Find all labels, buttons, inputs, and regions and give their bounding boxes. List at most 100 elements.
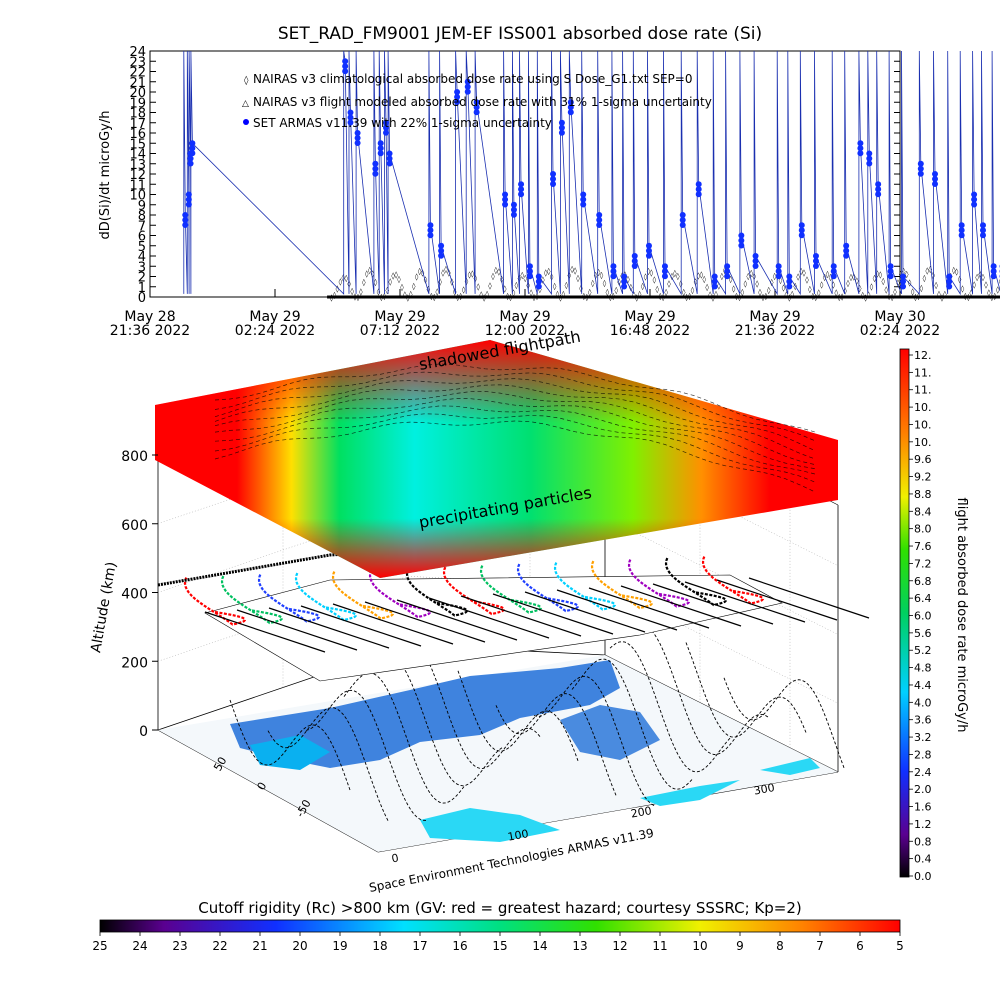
top-y-tick-label: 13 [129, 158, 146, 173]
series-nairas-clim-point: ◊ [444, 265, 448, 273]
series-armas-point [971, 196, 978, 203]
dose-colorbar-title: flight absorbed dose rate microGy/h [954, 498, 969, 733]
series-nairas-clim-point: ◊ [459, 293, 463, 301]
map-track [571, 658, 693, 790]
map-track [267, 707, 389, 821]
top-x-tick-date: May 29 [374, 309, 425, 325]
series-nairas-clim-point: ◊ [896, 279, 900, 287]
rigidity-colorbar-tick-label: 23 [172, 939, 187, 953]
series-nairas-clim-point: ◊ [368, 266, 372, 274]
series-nairas-clim-point: ◊ [993, 293, 997, 301]
series-armas-point [830, 263, 837, 270]
series-armas-point [535, 283, 542, 290]
series-armas-point [752, 253, 759, 259]
dose-colorbar-tick-label: 2.0 [914, 783, 932, 796]
series-nairas-clim-point: ◊ [418, 268, 422, 276]
series-nairas-clim-point: ◊ [837, 294, 841, 302]
top-y-tick-label: 9 [138, 199, 146, 214]
series-nairas-clim-point: ◊ [491, 272, 495, 280]
series-armas-point [383, 119, 390, 126]
series-armas-point [798, 222, 805, 229]
series-armas-point [185, 191, 192, 198]
series-armas-point [372, 170, 379, 177]
series-nairas-clim-point: ◊ [708, 291, 712, 299]
longitude-tick-label: 0 [391, 851, 400, 865]
series-armas-point [866, 160, 873, 167]
series-nairas-clim-point: ◊ [330, 294, 334, 302]
series-nairas-clim-point: ◊ [477, 283, 481, 291]
top-x-tick-date: May 28 [124, 309, 175, 325]
map-antarctica-a [420, 808, 560, 842]
series-nairas-clim-point: ◊ [814, 294, 818, 302]
series-nairas-clim-point: ◊ [861, 291, 865, 299]
series-armas-point [558, 119, 565, 126]
series-nairas-clim-point: ◊ [529, 289, 533, 297]
series-armas-point [610, 273, 617, 280]
dose-colorbar-tick-label: 8.4 [914, 505, 932, 518]
series-nairas-clim-point: ◊ [846, 279, 850, 287]
rigidity-colorbar-tick-label: 10 [692, 939, 707, 953]
orbit-track [627, 558, 691, 608]
series-nairas-clim-point: ◊ [673, 269, 677, 277]
series-armas-point [550, 176, 557, 182]
map-track [495, 693, 617, 796]
rigidity-colorbar-tick-label: 19 [332, 939, 347, 953]
series-nairas-clim-point: ◊ [840, 293, 844, 301]
series-nairas-clim-point: ◊ [987, 289, 991, 297]
series-nairas-clim-point: ◊ [488, 282, 492, 290]
series-armas-point [438, 247, 445, 254]
series-nairas-clim-point: ◊ [576, 275, 580, 283]
series-nairas-clim-point: ◊ [629, 284, 633, 292]
dose-colorbar-ticks: 0.0 0.4 0.8 1.2 1.6 2.0 2.4 2.8 3.2 3.6 4.0 4.4 4.8 5… [909, 349, 932, 883]
series-nairas-clim-point: ◊ [606, 288, 610, 296]
series-armas-point [610, 263, 617, 270]
dose-colorbar-tick-label: 7.2 [914, 557, 932, 570]
orbit-track-diag [204, 611, 326, 653]
series-nairas-clim-point: ◊ [796, 273, 800, 281]
series-nairas-clim-point: ◊ [832, 281, 836, 289]
series-nairas-clim-point: ◊ [661, 294, 665, 302]
series-nairas-clim-point: ◊ [386, 286, 390, 294]
series-nairas-clim-point: ◊ [532, 294, 536, 302]
rigidity-colorbar-tick-label: 13 [572, 939, 587, 953]
series-armas-point [526, 263, 533, 270]
series-nairas-clim-point: ◊ [336, 285, 340, 293]
slab-track [214, 413, 816, 483]
series-nairas-clim-point: ◊ [937, 290, 941, 298]
series-nairas-clim-point: ◊ [503, 285, 507, 293]
orbit-track [553, 561, 617, 611]
dose-slab-tracks [214, 363, 816, 493]
series-armas-point [558, 124, 565, 131]
map-continent-north [230, 660, 620, 768]
series-armas-point [990, 273, 997, 280]
series-nairas-clim-point: ◊ [694, 278, 698, 286]
series-nairas-clim-point: ◊ [409, 291, 413, 299]
top-y-tick-label: 16 [129, 127, 146, 142]
top-x-tick-time: 16:48 2022 [610, 323, 690, 339]
top-chart-title: SET_RAD_FM9001 JEM-EF ISS001 absorbed do… [278, 24, 762, 44]
series-nairas-clim-point: ◊ [344, 275, 348, 283]
orbit-track [331, 570, 395, 620]
series-nairas-clim-point: ◊ [764, 293, 768, 301]
map-antarctica-b [640, 780, 740, 806]
series-armas-point [377, 150, 384, 157]
series-nairas-clim-point: ◊ [926, 267, 930, 275]
series-armas-point [775, 273, 782, 280]
series-nairas-clim-point: ◊ [547, 268, 551, 276]
series-armas-point [932, 181, 939, 187]
series-nairas-clim-point: ◊ [359, 288, 363, 296]
series-nairas-clim-point: ◊ [849, 274, 853, 282]
series-nairas-clim-point: ◊ [805, 276, 809, 284]
series-armas-point [752, 263, 759, 269]
slab-track [214, 371, 816, 442]
orbit-track-diag [428, 597, 550, 639]
series-armas-point [971, 191, 978, 198]
series-nairas-clim-point: ◊ [700, 271, 704, 279]
series-nairas-clim-point: ◊ [920, 285, 924, 293]
series-armas-point [875, 181, 882, 188]
map-track [457, 670, 579, 761]
series-nairas-clim-point: ◊ [744, 280, 748, 288]
series-armas-point [958, 222, 965, 229]
series-armas-point [866, 155, 873, 162]
series-nairas-clim-point: ◊ [714, 291, 718, 299]
